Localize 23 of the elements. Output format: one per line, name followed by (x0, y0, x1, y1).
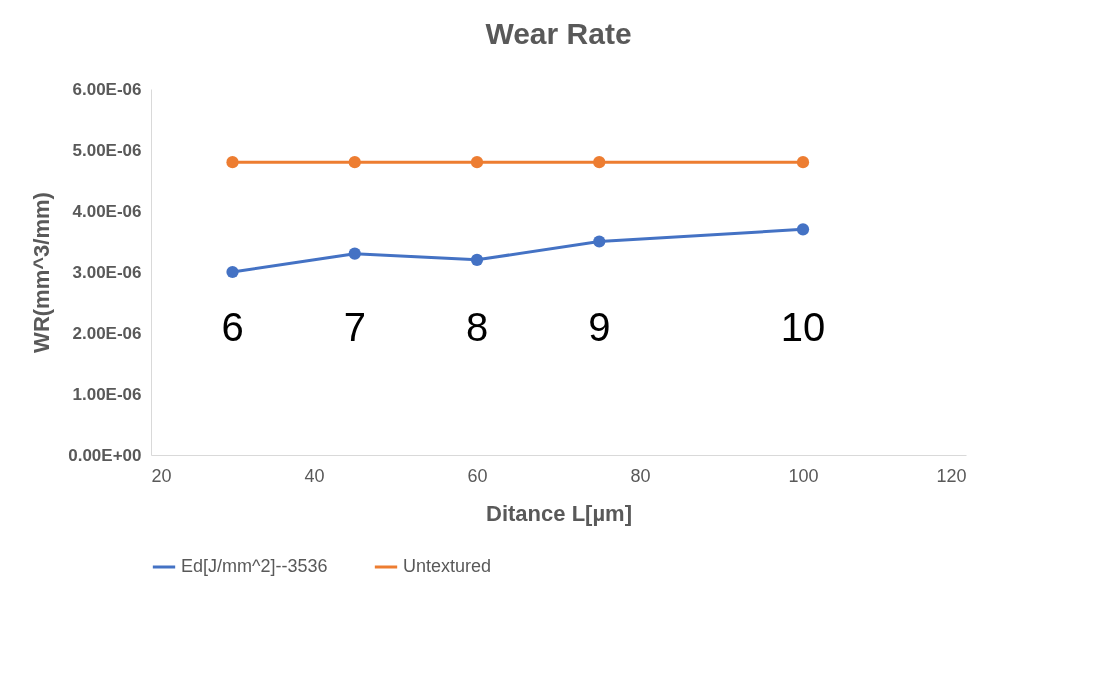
x-tick-label: 20 (151, 465, 172, 486)
annotation: 10 (780, 305, 826, 349)
y-tick-label: 4.00E-06 (72, 201, 142, 221)
chart-title: Wear Rate (485, 17, 632, 50)
y-tick-label: 0.00E+00 (68, 445, 142, 465)
x-tick-label: 120 (936, 465, 967, 486)
x-tick-label: 100 (788, 465, 819, 486)
annotation: 6 (221, 305, 244, 349)
y-tick-label: 5.00E-06 (72, 140, 142, 160)
annotation: 8 (465, 305, 489, 349)
x-tick-label: 40 (304, 465, 325, 486)
legend-label: Ed[J/mm^2]--3536 (181, 556, 328, 576)
annotation: 7 (343, 305, 366, 349)
y-tick-label: 1.00E-06 (72, 384, 142, 404)
y-tick-label: 3.00E-06 (72, 262, 142, 282)
legend-label: Untextured (403, 556, 492, 576)
x-axis-title: Ditance L[µm] (486, 500, 632, 526)
annotation: 9 (588, 305, 611, 349)
y-tick-label: 2.00E-06 (72, 323, 142, 343)
y-tick-label: 6.00E-06 (72, 79, 142, 99)
y-axis-title: WR(mm^3/mm) (29, 192, 55, 353)
x-tick-label: 60 (467, 465, 488, 486)
x-tick-label: 80 (630, 465, 651, 486)
